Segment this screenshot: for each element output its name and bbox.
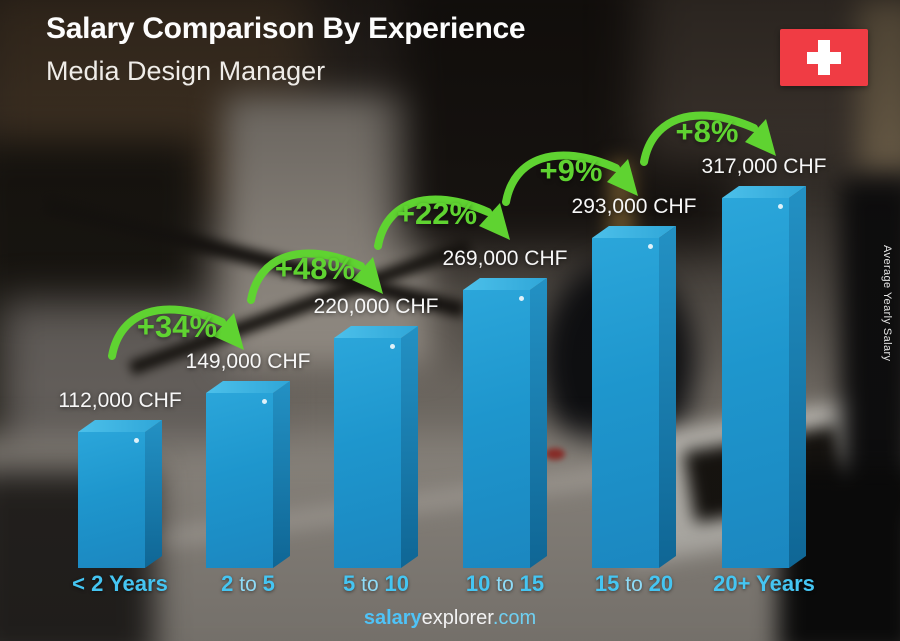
x-axis-label: 5 to 10 (301, 571, 451, 597)
increase-label: +8% (675, 114, 739, 149)
increase-label: +9% (539, 153, 603, 188)
bar-top-face (206, 381, 290, 393)
bar-side-face (530, 278, 547, 568)
x-label-bold: 20 (648, 571, 674, 596)
footer-link[interactable]: .com (492, 607, 537, 629)
x-label-bold: < 2 Years (72, 571, 168, 596)
bar-10-to-15 (463, 278, 547, 568)
growth-arrow-icon (502, 151, 638, 206)
bar-front-face (78, 432, 145, 568)
value-label: 112,000 CHF (58, 389, 182, 412)
bar-top-face (463, 278, 547, 290)
x-label-bold: 5 (343, 571, 356, 596)
bar-top-face (592, 226, 676, 238)
bar-highlight (262, 399, 267, 404)
flag-cross-horizontal (807, 52, 841, 64)
bar-highlight (519, 296, 524, 301)
bar-5-to-10 (334, 326, 418, 568)
growth-arrow-icon (374, 195, 510, 250)
bar-side-face (401, 326, 418, 568)
bar-side-face (145, 420, 162, 568)
x-axis-label: 2 to 5 (173, 571, 323, 597)
page-subtitle: Media Design Manager (46, 56, 326, 86)
x-label-to: to (619, 573, 649, 596)
x-label-bold: 10 (384, 571, 409, 596)
x-label-to: to (233, 573, 263, 596)
bar-front-face (206, 393, 273, 568)
bar-front-face (592, 238, 659, 568)
bar-highlight (778, 204, 783, 209)
bar-highlight (648, 244, 653, 249)
increase-label: +22% (396, 196, 478, 231)
value-label: 269,000 CHF (442, 247, 568, 270)
growth-arrow-icon (247, 249, 383, 304)
x-label-to: to (355, 573, 385, 596)
x-label-bold: 2 (221, 571, 234, 596)
x-label-bold: 20+ Years (713, 571, 815, 596)
footer-link[interactable]: salary (363, 607, 422, 629)
x-label-bold: 15 (519, 571, 545, 596)
value-label: 317,000 CHF (701, 155, 827, 178)
value-label: 220,000 CHF (313, 295, 439, 318)
increase-label: +34% (136, 309, 218, 344)
bar-highlight (134, 438, 139, 443)
bar-top-face (78, 420, 162, 432)
bar-highlight (390, 344, 395, 349)
x-axis-label: 20+ Years (689, 571, 839, 597)
x-label-bold: 15 (594, 571, 620, 596)
bar-2-to-5 (206, 381, 290, 568)
bar-15-to-20 (592, 226, 676, 568)
bar-side-face (659, 226, 676, 568)
bar-side-face (273, 381, 290, 568)
bar-lt-2-years (78, 420, 162, 568)
bar-front-face (722, 198, 789, 568)
bar-top-face (334, 326, 418, 338)
footer-brand: salaryexplorer.com (0, 607, 900, 630)
growth-arrow-icon (108, 305, 244, 360)
bar-20-plus-years (722, 186, 806, 568)
x-label-bold: 5 (262, 571, 275, 596)
switzerland-flag-icon (780, 29, 868, 86)
value-label: 149,000 CHF (185, 350, 311, 373)
page-title: Salary Comparison By Experience (46, 12, 526, 45)
bar-front-face (463, 290, 530, 568)
footer-link[interactable]: explorer (421, 607, 493, 629)
growth-arrow-icon (640, 111, 776, 166)
x-axis-label: < 2 Years (45, 571, 195, 597)
x-label-to: to (490, 573, 520, 596)
x-axis-label: 10 to 15 (430, 571, 580, 597)
bar-side-face (789, 186, 806, 568)
value-label: 293,000 CHF (571, 195, 697, 218)
x-axis-label: 15 to 20 (559, 571, 709, 597)
increase-label: +48% (274, 251, 356, 286)
x-label-bold: 10 (465, 571, 491, 596)
bar-top-face (722, 186, 806, 198)
y-axis-title: Average Yearly Salary (881, 245, 893, 362)
bar-front-face (334, 338, 401, 568)
